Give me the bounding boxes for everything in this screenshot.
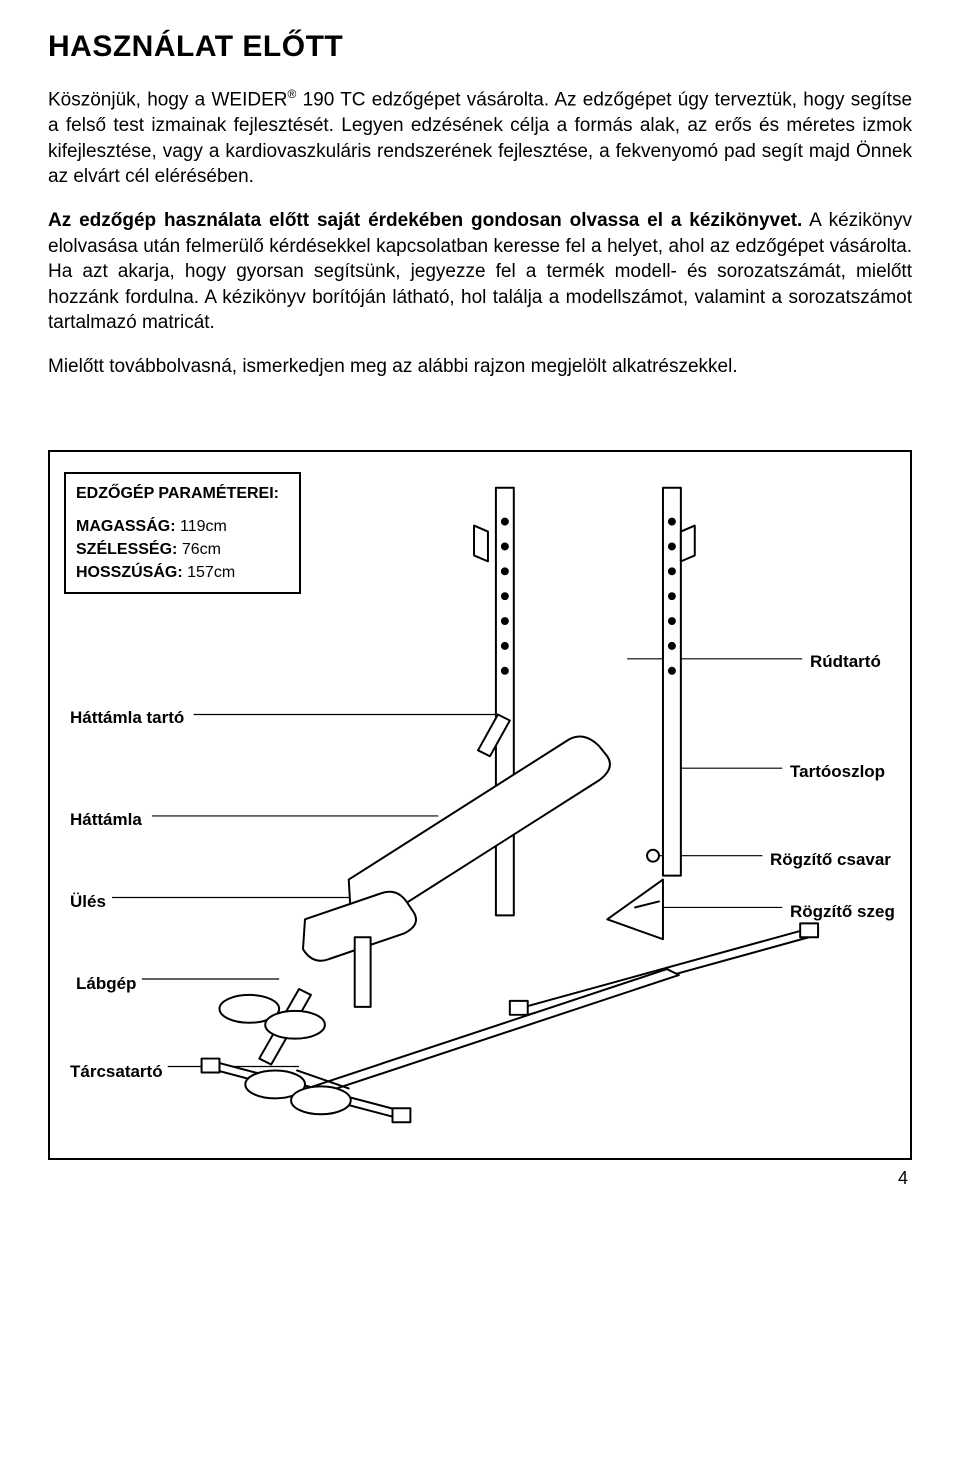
diagram-svg [50,452,910,1158]
intro-prefix: Köszönjük, hogy a WEIDER [48,89,287,110]
intro-paragraph: Köszönjük, hogy a WEIDER® 190 TC edzőgép… [48,86,912,190]
diagram-frame: EDZŐGÉP PARAMÉTEREI: MAGASSÁG: 119cm SZÉ… [48,450,912,1160]
instructions-paragraph: Az edzőgép használata előtt saját érdeké… [48,208,912,336]
diagram-intro-paragraph: Mielőtt továbbolvasná, ismerkedjen meg a… [48,354,912,380]
page-title: HASZNÁLAT ELŐTT [48,30,912,64]
registered-mark: ® [287,87,296,101]
instructions-bold: Az edzőgép használata előtt saját érdeké… [48,210,802,231]
page-number: 4 [48,1168,912,1189]
